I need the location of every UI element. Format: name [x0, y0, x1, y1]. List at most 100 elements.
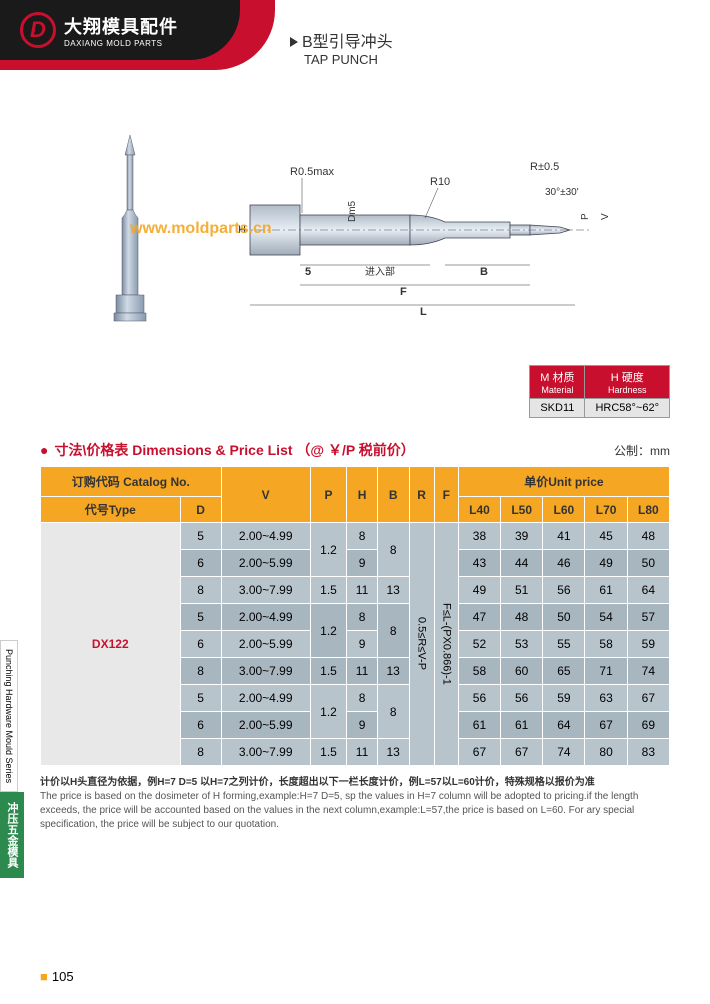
cell-l80: 50: [627, 550, 669, 577]
cell-l50: 56: [501, 685, 543, 712]
cell-d: 6: [180, 712, 221, 739]
cell-l60: 41: [543, 523, 585, 550]
price-table-wrap: 订购代码 Catalog No. V P H B R F 单价Unit pric…: [40, 466, 670, 766]
cell-l50: 60: [501, 658, 543, 685]
brand-en: DAXIANG MOLD PARTS: [64, 39, 178, 48]
cell-d: 8: [180, 577, 221, 604]
cell-d: 6: [180, 550, 221, 577]
label-dm5: Dm5: [347, 200, 358, 222]
label-r10: R10: [430, 176, 450, 188]
cell-l60: 50: [543, 604, 585, 631]
th-unitprice: 单价Unit price: [458, 467, 669, 497]
label-f: F: [400, 286, 407, 298]
cell-l70: 61: [585, 577, 627, 604]
th-l50: L50: [501, 497, 543, 523]
cell-l40: 56: [458, 685, 500, 712]
label-r05: R0.5max: [290, 166, 335, 178]
cell-b: 13: [377, 658, 409, 685]
page-title-block: B型引导冲头 TAP PUNCH: [290, 28, 393, 67]
cell-b: 8: [377, 523, 409, 577]
page-header: D 大翔模具配件 DAXIANG MOLD PARTS B型引导冲头 TAP P…: [0, 0, 710, 80]
cell-l50: 67: [501, 739, 543, 766]
cell-b: 8: [377, 604, 409, 658]
cell-l80: 69: [627, 712, 669, 739]
label-rpm: R±0.5: [530, 161, 559, 173]
cell-v: 2.00~4.99: [221, 523, 310, 550]
cell-p: 1.5: [310, 577, 347, 604]
logo-icon: D: [20, 12, 56, 48]
cell-l70: 67: [585, 712, 627, 739]
cell-h: 8: [347, 604, 378, 631]
th-v: V: [221, 467, 310, 523]
cell-type: DX122: [41, 523, 181, 766]
cell-p: 1.5: [310, 658, 347, 685]
cell-h: 8: [347, 523, 378, 550]
label-p: P: [580, 213, 591, 220]
cell-b: 8: [377, 685, 409, 739]
cell-l60: 74: [543, 739, 585, 766]
header-black-bg: D 大翔模具配件 DAXIANG MOLD PARTS: [0, 0, 240, 60]
mat-h-value: HRC58°~62°: [585, 399, 670, 418]
cell-l60: 64: [543, 712, 585, 739]
cell-l70: 80: [585, 739, 627, 766]
pagenum-square-icon: ■: [40, 969, 48, 984]
cell-p: 1.2: [310, 604, 347, 658]
cell-l80: 59: [627, 631, 669, 658]
cell-l40: 38: [458, 523, 500, 550]
label-v: V: [600, 213, 611, 220]
label-angle: 30°±30': [545, 187, 579, 198]
price-table: 订购代码 Catalog No. V P H B R F 单价Unit pric…: [40, 466, 670, 766]
cell-l70: 54: [585, 604, 627, 631]
cell-p: 1.2: [310, 523, 347, 577]
cell-l70: 45: [585, 523, 627, 550]
cell-l60: 55: [543, 631, 585, 658]
th-l40: L40: [458, 497, 500, 523]
cell-l50: 53: [501, 631, 543, 658]
brand-cn: 大翔模具配件: [64, 13, 178, 39]
cell-p: 1.2: [310, 685, 347, 739]
cell-b: 13: [377, 739, 409, 766]
cell-l60: 46: [543, 550, 585, 577]
material-hardness-table: M 材质Material H 硬度Hardness SKD11 HRC58°~6…: [529, 365, 670, 418]
bullet-icon: ●: [40, 442, 48, 458]
cell-l80: 64: [627, 577, 669, 604]
watermark: www.moldparts.cn: [130, 220, 272, 238]
cell-v: 3.00~7.99: [221, 577, 310, 604]
cell-l50: 61: [501, 712, 543, 739]
cell-h: 11: [347, 577, 378, 604]
cell-v: 2.00~4.99: [221, 685, 310, 712]
cell-l40: 58: [458, 658, 500, 685]
cell-d: 5: [180, 604, 221, 631]
label-5: 5: [305, 266, 311, 278]
cell-r-formula: 0.5≤R≤V-P: [409, 523, 434, 766]
label-b: B: [480, 266, 488, 278]
cell-p: 1.5: [310, 739, 347, 766]
side-category-tab: Punching Hardware Mould Series 冲压五金模具: [0, 640, 24, 860]
footnote: 计价以H头直径为依据，例H=7 D=5 以H=7之列计价，长度超出以下一栏长度计…: [40, 776, 670, 832]
side-en: Punching Hardware Mould Series: [0, 640, 18, 792]
cell-v: 3.00~7.99: [221, 739, 310, 766]
cell-l50: 39: [501, 523, 543, 550]
th-f: F: [434, 467, 458, 523]
section-title-row: ● 寸法\价格表 Dimensions & Price List （@ ￥/P …: [40, 440, 670, 460]
pagenum-value: 105: [52, 969, 74, 984]
logo-text: 大翔模具配件 DAXIANG MOLD PARTS: [64, 13, 178, 48]
technical-diagram: www.moldparts.cn R0.5max R10 R±0.5: [60, 110, 670, 380]
title-cn: B型引导冲头: [302, 34, 393, 51]
cell-l80: 74: [627, 658, 669, 685]
unit-label: 公制：mm: [614, 442, 670, 459]
label-l: L: [420, 306, 427, 318]
th-p: P: [310, 467, 347, 523]
cell-l40: 52: [458, 631, 500, 658]
cell-l40: 43: [458, 550, 500, 577]
cell-d: 5: [180, 523, 221, 550]
cell-v: 2.00~5.99: [221, 550, 310, 577]
cell-l50: 44: [501, 550, 543, 577]
th-h: H: [347, 467, 378, 523]
th-l60: L60: [543, 497, 585, 523]
th-d: D: [180, 497, 221, 523]
cell-l80: 57: [627, 604, 669, 631]
punch-dimension-drawing: R0.5max R10 R±0.5 30°±30' H Dm5 5 进入部 B …: [230, 140, 650, 340]
cell-l40: 61: [458, 712, 500, 739]
cell-h: 9: [347, 550, 378, 577]
